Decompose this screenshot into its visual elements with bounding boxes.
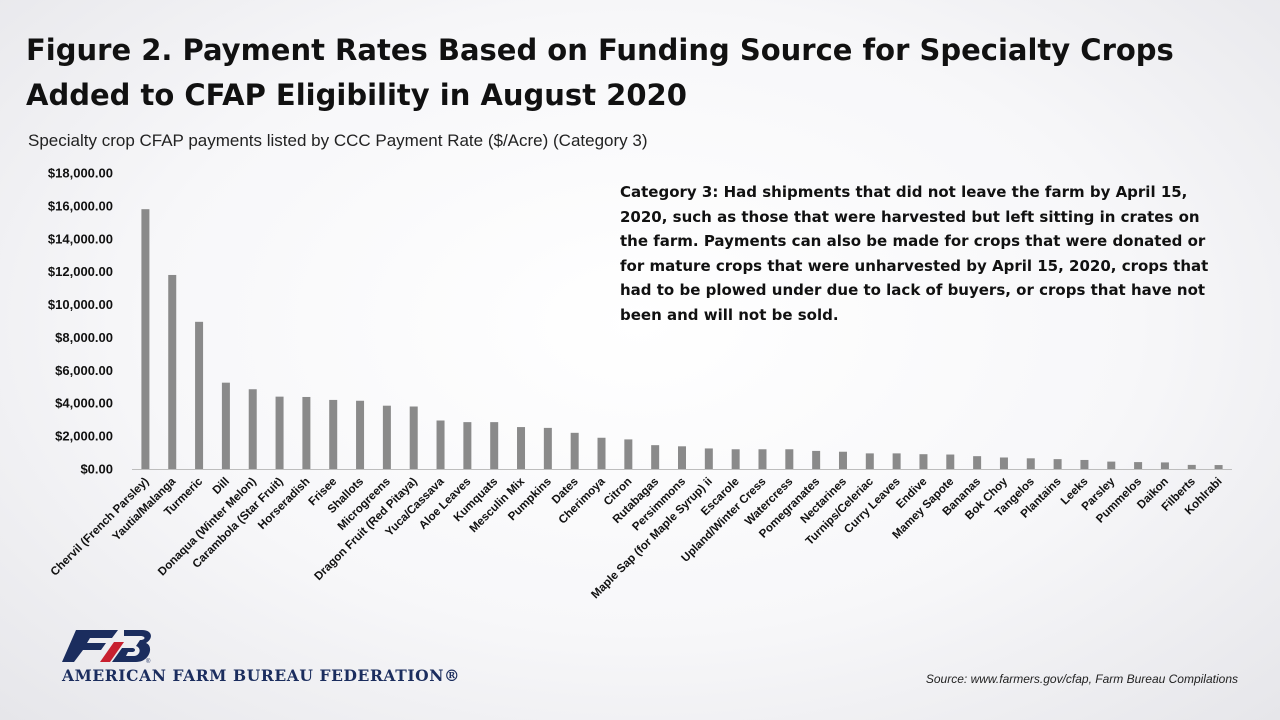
organization-name: AMERICAN FARM BUREAU FEDERATION®	[62, 666, 461, 685]
bar	[973, 456, 982, 469]
y-tick-label: $8,000.00	[55, 330, 113, 345]
bar	[463, 422, 472, 469]
bar	[1214, 465, 1223, 469]
bar	[812, 450, 821, 469]
bar	[1160, 462, 1169, 469]
bar	[1134, 462, 1143, 469]
bar	[1187, 464, 1196, 469]
y-tick-label: $0.00	[80, 462, 113, 477]
bar	[275, 396, 284, 469]
bar	[597, 437, 606, 469]
bar	[785, 449, 794, 469]
bar	[919, 454, 928, 469]
bar	[892, 453, 901, 469]
farm-bureau-logo-icon: ®	[62, 630, 151, 664]
logo-red-stripe-shape	[100, 642, 124, 662]
bar	[329, 399, 338, 469]
bar	[1107, 461, 1116, 469]
y-tick-label: $16,000.00	[48, 198, 113, 213]
bar	[382, 405, 391, 469]
bar	[543, 427, 552, 469]
logo-blue-b-shape	[112, 630, 151, 662]
bar	[221, 382, 230, 469]
bar	[946, 454, 955, 469]
bar	[678, 446, 686, 469]
bars	[141, 209, 1223, 469]
bar	[517, 427, 526, 469]
chart-title: Figure 2. Payment Rates Based on Funding…	[26, 33, 1174, 112]
bar	[168, 274, 177, 469]
x-tick-label: Chervil (French Parsley)	[48, 475, 152, 579]
x-axis: Chervil (French Parsley)Yautia/MalangaTu…	[48, 469, 1232, 601]
y-tick-label: $10,000.00	[48, 297, 113, 312]
bar	[704, 448, 713, 469]
source-note: Source: www.farmers.gov/cfap, Farm Burea…	[925, 672, 1238, 686]
chart-subtitle: Specialty crop CFAP payments listed by C…	[28, 131, 648, 150]
y-tick-label: $6,000.00	[55, 363, 113, 378]
y-tick-label: $2,000.00	[55, 429, 113, 444]
logo-blue-f-shape	[62, 630, 118, 662]
bar	[865, 453, 874, 469]
bar	[356, 400, 365, 469]
bar	[731, 449, 740, 469]
bar	[1080, 459, 1089, 469]
bar	[409, 406, 418, 469]
bar	[758, 449, 767, 469]
registered-mark: ®	[146, 658, 151, 664]
y-tick-label: $18,000.00	[48, 166, 113, 181]
bar	[490, 422, 499, 469]
bar	[195, 321, 204, 469]
bar	[570, 432, 579, 469]
bar	[248, 389, 257, 469]
bar	[651, 445, 660, 469]
bar	[141, 209, 150, 469]
y-axis: $0.00 $2,000.00 $4,000.00 $6,000.00 $8,000.0…	[48, 166, 113, 477]
y-tick-label: $4,000.00	[55, 396, 113, 411]
y-tick-label: $14,000.00	[48, 231, 113, 246]
bar	[436, 420, 445, 469]
bar	[838, 451, 847, 469]
bar	[1053, 459, 1062, 469]
x-tick-label: Dill	[210, 475, 232, 497]
bar	[999, 457, 1008, 469]
y-tick-label: $12,000.00	[48, 264, 113, 279]
category-note: Category 3: Had shipments that did not l…	[620, 183, 1209, 324]
bar	[624, 439, 633, 469]
bar	[302, 396, 311, 469]
bar	[1026, 458, 1035, 469]
